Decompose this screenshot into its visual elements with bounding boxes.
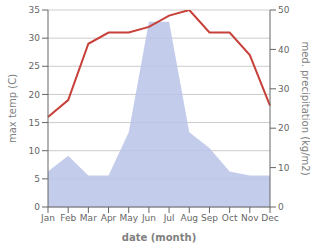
svg-text:10: 10 [29, 146, 41, 156]
svg-text:40: 40 [278, 45, 290, 55]
svg-text:med. precipitation (kg/m2): med. precipitation (kg/m2) [300, 41, 311, 175]
svg-text:15: 15 [29, 118, 40, 128]
svg-text:Mar: Mar [80, 213, 97, 223]
svg-text:Sep: Sep [201, 213, 218, 223]
svg-text:Feb: Feb [60, 213, 76, 223]
svg-text:35: 35 [29, 5, 40, 15]
svg-text:30: 30 [29, 33, 41, 43]
svg-text:0: 0 [278, 202, 284, 212]
svg-text:50: 50 [278, 5, 290, 15]
svg-text:0: 0 [34, 202, 40, 212]
svg-text:date (month): date (month) [122, 232, 196, 243]
svg-text:10: 10 [278, 163, 290, 173]
svg-text:max temp (C): max temp (C) [7, 74, 18, 143]
svg-text:Jun: Jun [141, 213, 156, 223]
svg-text:Jul: Jul [163, 213, 175, 223]
svg-text:Jan: Jan [40, 213, 55, 223]
svg-text:5: 5 [34, 174, 40, 184]
svg-text:Apr: Apr [101, 213, 117, 223]
svg-text:30: 30 [278, 84, 290, 94]
svg-text:Oct: Oct [222, 213, 238, 223]
svg-text:20: 20 [29, 90, 41, 100]
svg-text:May: May [119, 213, 138, 223]
svg-text:20: 20 [278, 123, 290, 133]
svg-text:Dec: Dec [261, 213, 278, 223]
svg-text:Nov: Nov [241, 213, 259, 223]
svg-text:25: 25 [29, 61, 40, 71]
svg-text:Aug: Aug [180, 213, 198, 223]
